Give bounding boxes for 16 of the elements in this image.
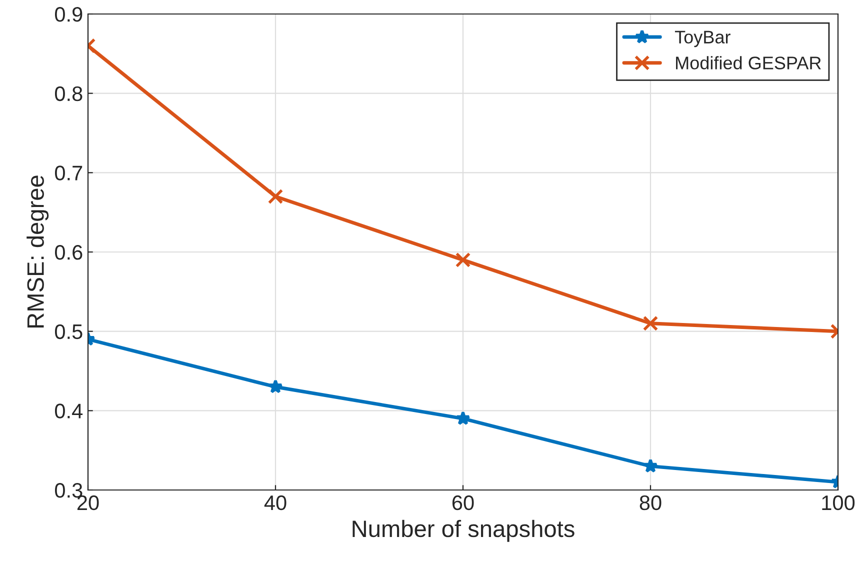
- y-tick-label: 0.7: [54, 166, 82, 180]
- legend-label: ToyBar: [674, 30, 730, 48]
- y-axis-title: RMSE: degree: [26, 176, 49, 328]
- legend-label: Modified GESPAR: [676, 56, 821, 70]
- point: [456, 410, 470, 426]
- x-tick-label: 60: [452, 495, 474, 510]
- x-axis-title: Number of snapshots: [352, 520, 574, 542]
- y-tick-label: 0.8: [54, 86, 82, 102]
- x-tick-label: 80: [640, 495, 662, 510]
- y-tick-label: 0.9: [54, 7, 82, 22]
- point: [455, 252, 471, 268]
- x-tick-label: 40: [264, 495, 286, 510]
- y-tick-label: 0.4: [54, 404, 83, 418]
- x-tick-label: 100: [822, 495, 855, 510]
- y-tick-label: 0.5: [54, 324, 82, 340]
- y-tick-label: 0.6: [54, 245, 82, 260]
